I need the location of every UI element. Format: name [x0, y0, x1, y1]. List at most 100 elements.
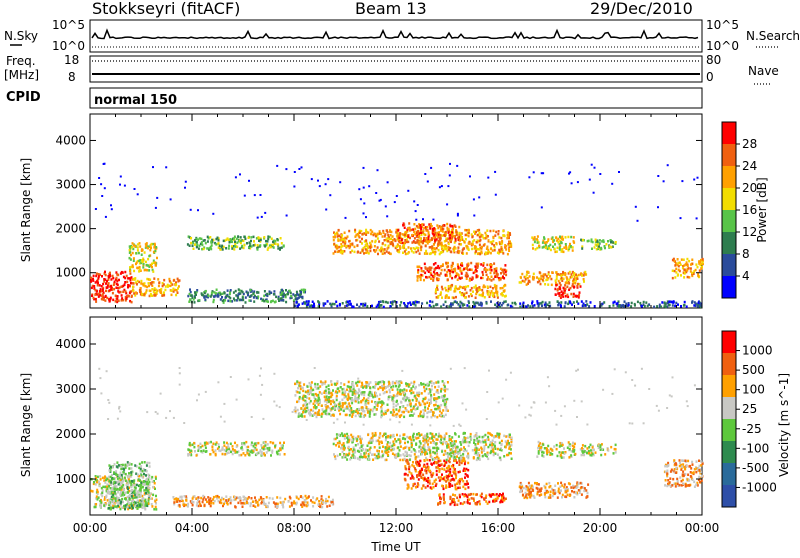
data-cell — [132, 282, 134, 285]
data-cell — [118, 474, 120, 477]
data-cell — [348, 446, 350, 449]
data-cell — [205, 498, 207, 501]
data-cell — [403, 433, 405, 436]
data-cell — [212, 449, 214, 452]
nave-tick-top: 80 — [706, 53, 721, 67]
data-cell — [409, 471, 411, 474]
data-cell — [420, 267, 422, 270]
data-cell — [460, 443, 462, 446]
data-cell — [474, 245, 476, 248]
data-cell — [504, 289, 506, 292]
data-cell — [605, 243, 607, 246]
data-cell — [239, 496, 241, 499]
data-cell — [285, 301, 287, 304]
data-cell — [249, 505, 251, 508]
data-cell — [450, 442, 452, 445]
data-cell — [223, 444, 225, 447]
data-cell — [394, 456, 396, 459]
data-cell — [417, 249, 419, 252]
data-cell — [129, 498, 131, 501]
data-cell — [444, 287, 446, 290]
data-cell — [427, 477, 429, 480]
data-cell — [177, 292, 179, 295]
data-cell — [462, 503, 464, 506]
data-cell — [547, 238, 549, 241]
data-cell — [161, 294, 163, 297]
data-cell — [426, 472, 428, 475]
data-cell — [537, 241, 539, 244]
data-cell — [413, 251, 415, 254]
data-cell — [321, 495, 323, 498]
data-cell — [247, 449, 249, 452]
data-cell — [426, 252, 428, 255]
data-cell — [152, 481, 154, 484]
data-cell — [309, 306, 311, 309]
data-cell — [469, 279, 471, 282]
data-cell — [382, 235, 384, 238]
data-cell — [441, 242, 443, 245]
data-cell — [105, 495, 107, 498]
data-cell — [253, 240, 255, 243]
data-cell — [445, 442, 447, 445]
data-cell — [440, 252, 442, 255]
data-cell — [505, 435, 507, 438]
data-cell — [329, 194, 331, 196]
data-cell — [256, 297, 258, 300]
data-cell — [112, 275, 114, 278]
data-cell — [458, 237, 460, 240]
data-cell — [130, 473, 132, 476]
data-cell — [417, 266, 419, 269]
data-cell — [414, 228, 416, 231]
data-cell — [502, 294, 504, 297]
data-cell — [458, 226, 460, 229]
data-cell — [477, 440, 479, 443]
data-cell — [196, 244, 198, 247]
data-cell — [574, 282, 576, 285]
data-cell — [457, 453, 459, 456]
data-cell — [495, 194, 497, 196]
data-cell — [383, 306, 385, 309]
data-cell — [346, 441, 348, 444]
data-cell — [481, 496, 483, 499]
data-cell — [472, 290, 474, 293]
data-cell — [341, 432, 343, 435]
data-cell — [578, 274, 580, 277]
data-cell — [200, 450, 202, 453]
data-cell — [115, 287, 117, 290]
data-cell — [342, 451, 344, 454]
data-cell — [504, 295, 506, 298]
data-cell — [142, 284, 144, 287]
data-cell — [210, 505, 212, 508]
data-cell — [401, 239, 403, 242]
data-cell — [419, 224, 421, 227]
data-cell — [475, 451, 477, 454]
data-cell — [430, 441, 432, 444]
data-cell — [478, 229, 480, 232]
data-cell — [541, 206, 543, 208]
data-cell — [191, 500, 193, 503]
data-cell — [555, 279, 557, 282]
data-cell — [139, 289, 141, 292]
data-cell — [483, 262, 485, 265]
data-cell — [226, 442, 228, 445]
data-cell — [466, 480, 468, 483]
data-cell — [156, 291, 158, 294]
data-cell — [116, 505, 118, 508]
data-cell — [350, 303, 352, 306]
data-cell — [384, 252, 386, 255]
data-cell — [120, 176, 122, 178]
data-cell — [494, 268, 496, 271]
data-cell — [110, 481, 112, 484]
data-cell — [431, 433, 433, 436]
data-cell — [121, 481, 123, 484]
data-cell — [441, 473, 443, 476]
data-cell — [427, 443, 429, 446]
data-cell — [387, 181, 389, 183]
data-cell — [428, 271, 430, 274]
data-cell — [195, 294, 197, 297]
data-cell — [261, 216, 263, 218]
data-cell — [466, 304, 468, 307]
data-cell — [415, 443, 417, 446]
data-cell — [675, 268, 677, 271]
data-cell — [417, 437, 419, 440]
